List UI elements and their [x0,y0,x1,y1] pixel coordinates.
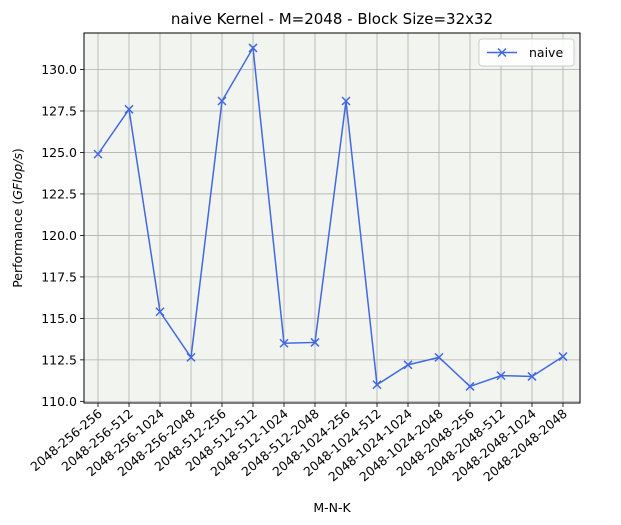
y-axis-label-prefix: Performance ( [10,200,25,288]
legend-marker-x [497,47,507,58]
data-point [155,307,165,317]
grid-lines [84,33,580,403]
y-tick-label: 117.5 [41,269,77,284]
data-point [279,338,289,348]
y-tick-label: 122.5 [41,186,77,201]
data-point [217,96,227,106]
data-point [186,352,196,362]
y-tick-label: 120.0 [41,228,77,243]
data-point [403,360,413,370]
data-point [527,371,537,381]
data-point [248,43,258,53]
y-tick-label: 130.0 [41,62,77,77]
y-axis-label: Performance (GFlop/s) [10,148,25,288]
data-point [341,96,351,106]
data-point [310,337,320,347]
legend: naive [478,38,575,67]
data-point [558,352,568,362]
y-tick-label: 127.5 [41,103,77,118]
series-line-naive [97,45,564,388]
data-point [372,380,382,390]
plot-frame [83,32,581,404]
y-axis-label-suffix: ) [10,148,25,153]
y-axis-label-unit: GFlop/s [10,153,25,200]
plot-area [84,33,580,403]
y-tick-label: 110.0 [41,394,77,409]
x-axis-ticks: 2048-256-2562048-256-5122048-256-1024204… [27,403,570,484]
data-point [465,381,475,391]
data-point [496,371,506,381]
chart-title: naive Kernel - M=2048 - Block Size=32x32 [171,10,493,28]
x-axis-label: M-N-K [313,500,351,515]
data-point [434,352,444,362]
y-tick-label: 112.5 [41,352,77,367]
data-point [124,104,134,114]
legend-label-naive: naive [529,45,563,60]
data-point [93,149,103,159]
y-axis-ticks: 110.0 112.5 115.0 117.5 120.0 122.5 125.0 127.5… [41,62,84,409]
y-tick-label: 115.0 [41,311,77,326]
legend-box [478,38,575,67]
y-tick-label: 125.0 [41,145,77,160]
series-group [93,43,568,391]
